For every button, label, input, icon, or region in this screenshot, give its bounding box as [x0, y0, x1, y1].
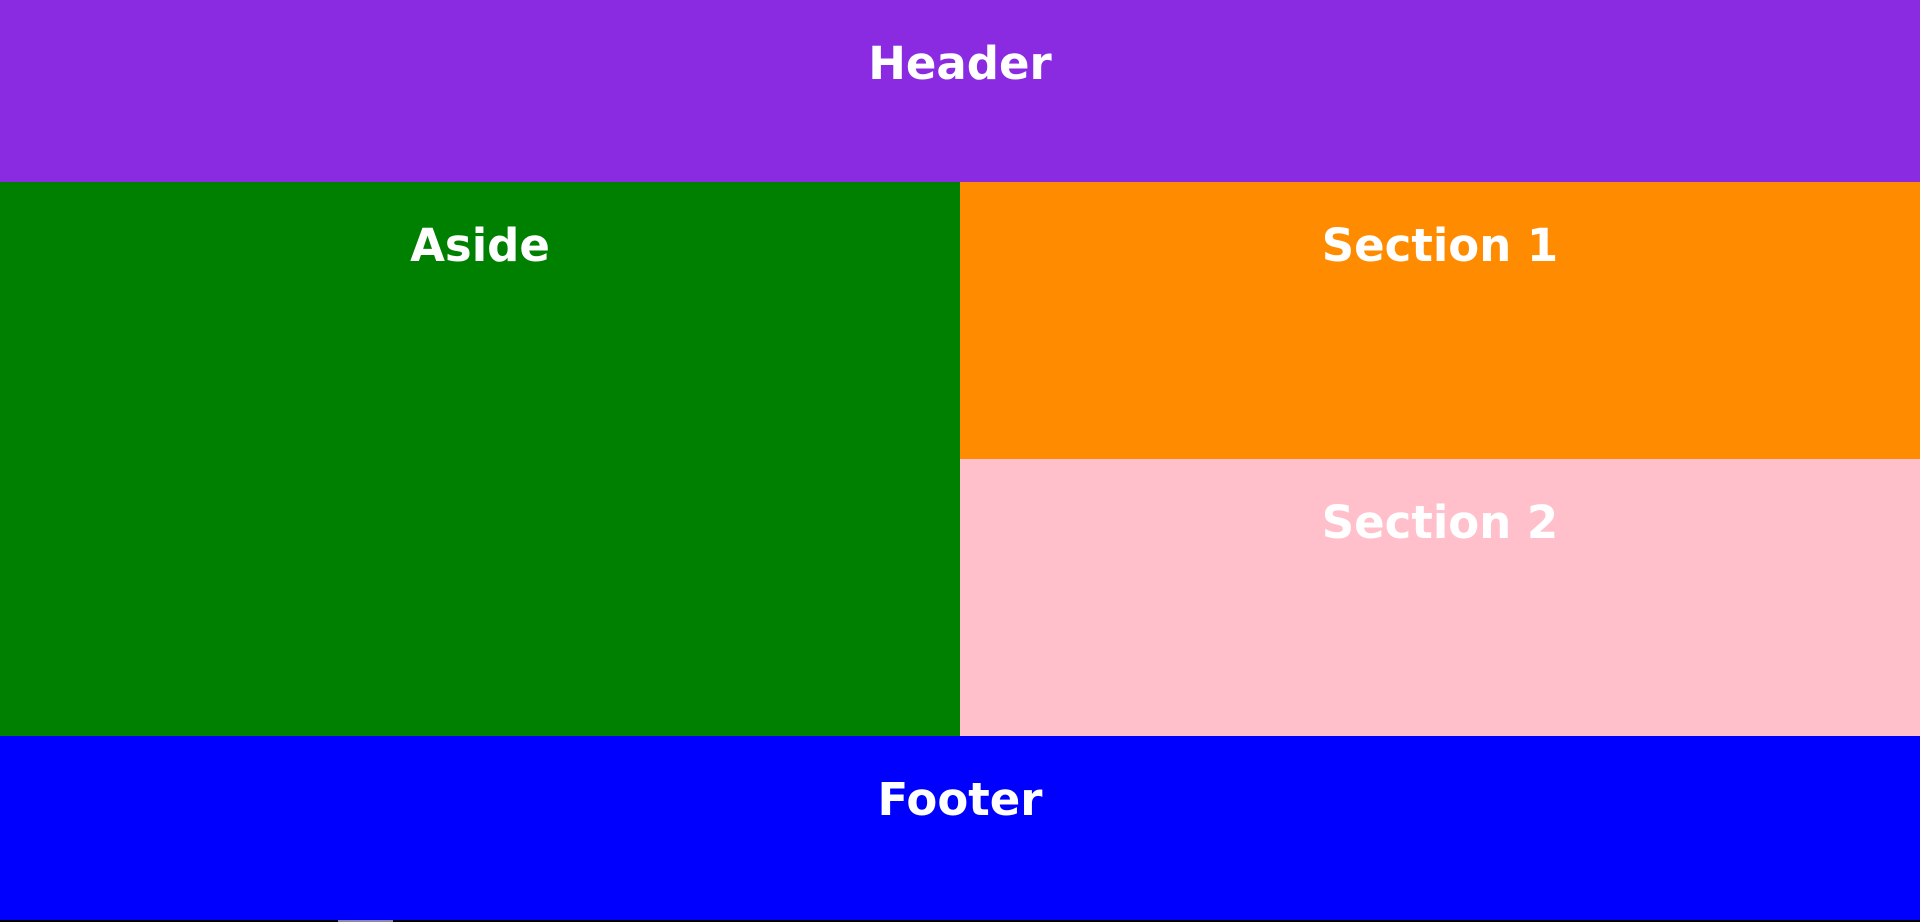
- section-1-title: Section 1: [1321, 219, 1559, 272]
- aside-title: Aside: [410, 219, 550, 272]
- bottom-edge-strip: [0, 920, 1920, 922]
- footer-region: Footer: [0, 736, 1920, 920]
- section-2-region: Section 2: [960, 459, 1920, 736]
- header-title: Header: [868, 37, 1052, 90]
- footer-title: Footer: [877, 773, 1043, 826]
- aside-region: Aside: [0, 182, 960, 736]
- scrollbar-thumb[interactable]: [338, 920, 393, 922]
- section-2-title: Section 2: [1321, 496, 1559, 549]
- header-region: Header: [0, 0, 1920, 182]
- section-1-region: Section 1: [960, 182, 1920, 459]
